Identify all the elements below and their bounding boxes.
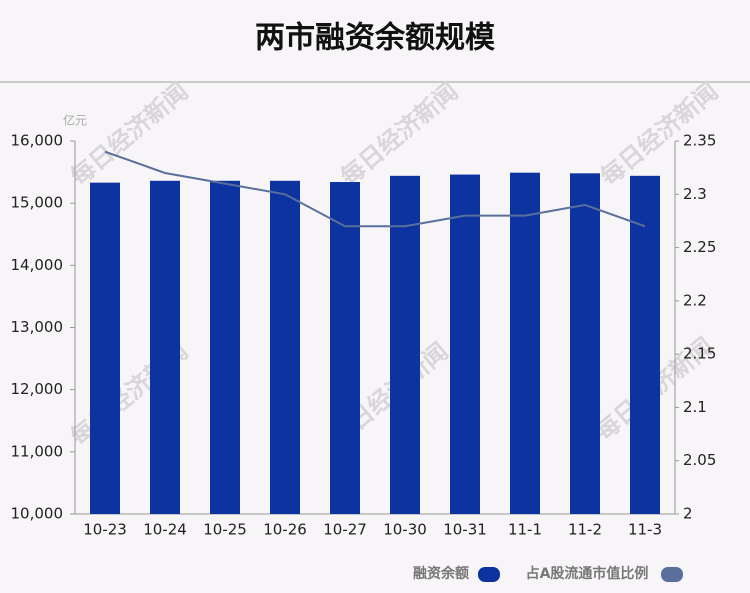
y-tick-label: 13,000 bbox=[11, 318, 64, 336]
x-tick-label: 10-30 bbox=[383, 521, 427, 539]
y-unit: 亿元 bbox=[63, 113, 87, 128]
y2-tick-label: 2.15 bbox=[683, 345, 716, 363]
legend-label: 占A股流通市值比例 bbox=[526, 565, 649, 582]
bar bbox=[450, 174, 480, 514]
x-tick-label: 11-2 bbox=[568, 521, 602, 539]
y-tick-label: 14,000 bbox=[11, 256, 64, 274]
line bbox=[104, 150, 646, 228]
y-tick-label: 10,000 bbox=[11, 505, 64, 523]
bar bbox=[630, 175, 660, 514]
x-tick-label: 10-26 bbox=[263, 521, 307, 539]
y2-tick-label: 2.3 bbox=[683, 185, 707, 203]
x-tick-label: 10-23 bbox=[83, 521, 127, 539]
chart-title: 两市融资余额规模 bbox=[255, 21, 495, 56]
y2-tick-label: 2.05 bbox=[683, 451, 716, 469]
y-tick-label: 15,000 bbox=[11, 194, 64, 212]
bar bbox=[390, 175, 420, 514]
bar bbox=[570, 173, 600, 514]
y2-tick-label: 2 bbox=[683, 505, 693, 523]
y2-tick-label: 2.25 bbox=[683, 238, 716, 256]
bar bbox=[330, 182, 360, 514]
legend-swatch bbox=[478, 567, 500, 582]
legend-swatch bbox=[661, 567, 683, 582]
legend-label: 融资余额 bbox=[413, 565, 469, 582]
watermark: 每日经济新闻 bbox=[335, 77, 463, 191]
y-tick-label: 12,000 bbox=[11, 380, 64, 398]
x-tick-label: 10-24 bbox=[143, 521, 187, 539]
x-tick-label: 10-27 bbox=[323, 521, 367, 539]
bar bbox=[150, 180, 180, 514]
y2-tick-label: 2.35 bbox=[683, 132, 716, 150]
y2-tick-label: 2.1 bbox=[683, 398, 707, 416]
y2-tick-label: 2.2 bbox=[683, 291, 707, 309]
y-tick-label: 11,000 bbox=[11, 442, 64, 460]
legend: 融资余额 占A股流通市值比例 bbox=[413, 565, 683, 582]
x-tick-label: 11-3 bbox=[628, 521, 662, 539]
y-tick-label: 16,000 bbox=[11, 132, 64, 150]
bar bbox=[210, 180, 240, 514]
bar bbox=[510, 172, 540, 514]
x-tick-label: 11-1 bbox=[508, 521, 542, 539]
bar bbox=[270, 180, 300, 514]
x-tick-label: 10-31 bbox=[443, 521, 487, 539]
x-tick-label: 10-25 bbox=[203, 521, 247, 539]
bar bbox=[90, 182, 120, 514]
